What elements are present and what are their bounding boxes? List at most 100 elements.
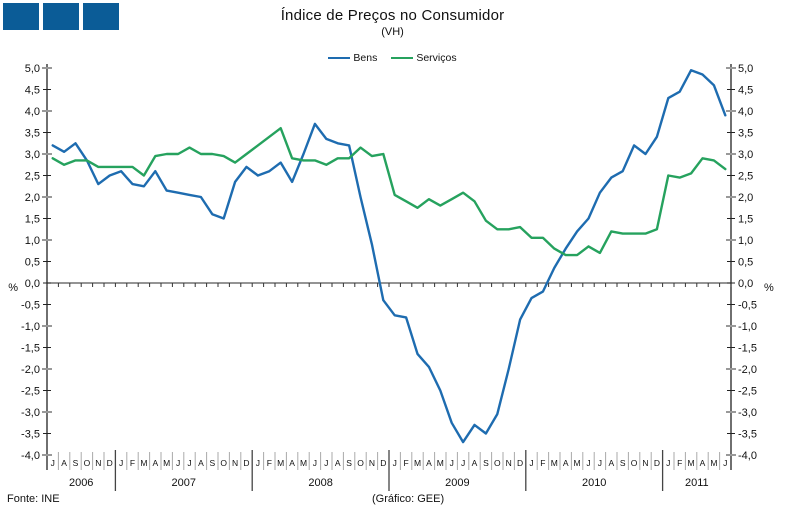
svg-text:N: N [95,458,101,468]
svg-text:2,5: 2,5 [25,171,40,183]
svg-text:A: A [289,458,295,468]
svg-text:J: J [393,458,397,468]
svg-text:-1,0: -1,0 [21,321,40,333]
svg-text:M: M [140,458,147,468]
logo-square-3 [83,3,119,30]
svg-text:A: A [608,458,614,468]
svg-text:3,0: 3,0 [738,149,753,161]
svg-text:J: J [450,458,454,468]
svg-text:-2,0: -2,0 [738,364,757,376]
svg-text:-0,5: -0,5 [738,300,757,312]
svg-text:1,5: 1,5 [738,214,753,226]
svg-text:N: N [642,458,648,468]
svg-text:M: M [437,458,444,468]
svg-text:A: A [335,458,341,468]
bens-line [51,68,727,444]
svg-text:-1,5: -1,5 [21,343,40,355]
svg-text:-2,5: -2,5 [21,386,40,398]
svg-text:5,0: 5,0 [25,63,40,75]
svg-text:S: S [620,458,626,468]
percent-label-left: % [8,282,18,294]
svg-text:M: M [163,458,170,468]
svg-text:J: J [187,458,191,468]
legend-item-bens: Bens [328,52,377,64]
svg-text:4,5: 4,5 [25,85,40,97]
svg-text:2006: 2006 [69,477,93,489]
svg-text:A: A [198,458,204,468]
svg-text:1,0: 1,0 [25,235,40,247]
svg-text:J: J [529,458,533,468]
svg-text:M: M [574,458,581,468]
svg-text:O: O [84,458,91,468]
svg-text:A: A [563,458,569,468]
credit-label: (Gráfico: GEE) [372,493,445,505]
svg-text:3,5: 3,5 [738,128,753,140]
svg-text:O: O [220,458,227,468]
svg-text:A: A [426,458,432,468]
legend-label-servicos: Serviços [416,52,457,64]
svg-text:D: D [517,458,523,468]
svg-text:O: O [631,458,638,468]
svg-text:M: M [414,458,421,468]
svg-text:M: M [688,458,695,468]
svg-text:J: J [723,458,727,468]
svg-text:J: J [176,458,180,468]
svg-text:M: M [551,458,558,468]
logo [3,3,119,30]
source-label: Fonte: INE [7,493,60,505]
svg-text:J: J [461,458,465,468]
svg-text:J: J [256,458,260,468]
servicos-line [51,126,727,257]
svg-text:-1,0: -1,0 [738,321,757,333]
svg-text:2009: 2009 [445,477,469,489]
svg-text:5,0: 5,0 [738,63,753,75]
svg-text:-2,0: -2,0 [21,364,40,376]
bens-line-swatch-icon [328,56,351,60]
svg-text:0,5: 0,5 [738,257,753,269]
legend-label-bens: Bens [353,52,378,64]
svg-text:A: A [152,458,158,468]
svg-text:2,0: 2,0 [738,192,753,204]
svg-text:2007: 2007 [172,477,196,489]
svg-text:-1,5: -1,5 [738,343,757,355]
svg-text:2,0: 2,0 [25,192,40,204]
svg-text:D: D [654,458,660,468]
svg-text:N: N [232,458,238,468]
svg-text:D: D [243,458,249,468]
svg-text:2,5: 2,5 [738,171,753,183]
svg-text:3,0: 3,0 [25,149,40,161]
svg-text:D: D [107,458,113,468]
svg-text:J: J [324,458,328,468]
svg-text:F: F [540,458,545,468]
svg-text:J: J [119,458,123,468]
svg-text:-3,5: -3,5 [738,429,757,441]
svg-text:A: A [61,458,67,468]
svg-text:J: J [51,458,55,468]
svg-text:F: F [130,458,135,468]
svg-text:S: S [483,458,489,468]
svg-text:D: D [380,458,386,468]
svg-text:0,5: 0,5 [25,257,40,269]
svg-text:S: S [209,458,215,468]
svg-text:0,0: 0,0 [25,278,40,290]
svg-text:1,5: 1,5 [25,214,40,226]
svg-text:-4,0: -4,0 [738,450,757,462]
svg-text:-3,5: -3,5 [21,429,40,441]
svg-text:A: A [472,458,478,468]
svg-text:2011: 2011 [685,477,709,489]
svg-text:J: J [666,458,670,468]
svg-text:2010: 2010 [582,477,606,489]
svg-text:J: J [598,458,602,468]
svg-text:-0,5: -0,5 [21,300,40,312]
percent-label-right: % [764,282,774,294]
svg-text:F: F [403,458,408,468]
svg-text:S: S [73,458,79,468]
svg-text:M: M [277,458,284,468]
svg-text:S: S [346,458,352,468]
zero-line-month-ticks [46,283,732,287]
svg-text:0,0: 0,0 [738,278,753,290]
svg-text:N: N [506,458,512,468]
svg-text:4,0: 4,0 [738,106,753,118]
